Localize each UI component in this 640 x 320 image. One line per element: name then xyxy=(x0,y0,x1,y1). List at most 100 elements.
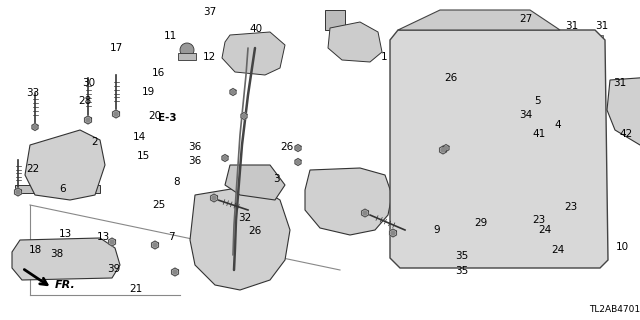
Text: 14: 14 xyxy=(133,132,146,142)
Text: 31: 31 xyxy=(595,20,608,31)
Text: FR.: FR. xyxy=(55,280,76,290)
Text: 12: 12 xyxy=(203,52,216,62)
Polygon shape xyxy=(398,10,560,30)
Bar xyxy=(178,53,196,60)
Text: 11: 11 xyxy=(164,31,177,41)
Circle shape xyxy=(232,91,235,93)
Text: 20: 20 xyxy=(148,111,161,121)
Text: 27: 27 xyxy=(520,13,532,24)
Text: 29: 29 xyxy=(475,218,488,228)
Text: 34: 34 xyxy=(520,110,532,120)
Text: 13: 13 xyxy=(59,228,72,239)
Text: 9: 9 xyxy=(433,225,440,236)
Circle shape xyxy=(243,115,246,117)
Text: 17: 17 xyxy=(110,43,123,53)
Polygon shape xyxy=(190,185,290,290)
Text: 3: 3 xyxy=(273,173,280,184)
Text: 30: 30 xyxy=(82,77,95,88)
Text: 26: 26 xyxy=(280,141,293,152)
Text: 5: 5 xyxy=(534,96,541,106)
Text: 31: 31 xyxy=(565,20,578,31)
Text: 37: 37 xyxy=(204,7,216,17)
Text: 23: 23 xyxy=(532,215,545,225)
Bar xyxy=(395,116,605,148)
Ellipse shape xyxy=(566,41,594,69)
Polygon shape xyxy=(230,89,236,95)
Bar xyxy=(508,35,553,70)
Polygon shape xyxy=(241,113,247,119)
Circle shape xyxy=(86,118,90,122)
Polygon shape xyxy=(12,238,120,280)
Polygon shape xyxy=(225,165,285,200)
Text: 10: 10 xyxy=(616,242,628,252)
Text: E-3: E-3 xyxy=(158,113,177,124)
Text: 1: 1 xyxy=(381,52,387,62)
Ellipse shape xyxy=(218,218,258,262)
Bar xyxy=(15,185,45,193)
Circle shape xyxy=(223,156,227,160)
Bar xyxy=(395,192,605,224)
Text: 40: 40 xyxy=(250,24,262,35)
Text: 36: 36 xyxy=(188,141,201,152)
Text: 19: 19 xyxy=(142,87,155,97)
Polygon shape xyxy=(32,124,38,131)
Text: 26: 26 xyxy=(444,73,457,84)
Circle shape xyxy=(364,211,367,215)
Text: 35: 35 xyxy=(456,266,468,276)
Ellipse shape xyxy=(341,190,359,210)
Ellipse shape xyxy=(46,150,78,186)
Ellipse shape xyxy=(228,228,248,252)
Text: 7: 7 xyxy=(168,232,175,242)
Polygon shape xyxy=(25,130,105,200)
Polygon shape xyxy=(362,209,369,217)
Bar xyxy=(458,35,503,70)
Text: 36: 36 xyxy=(188,156,201,166)
Circle shape xyxy=(441,148,445,152)
Bar xyxy=(558,35,603,70)
Ellipse shape xyxy=(516,41,544,69)
Ellipse shape xyxy=(180,43,194,57)
Circle shape xyxy=(444,147,447,149)
Polygon shape xyxy=(152,241,159,249)
Ellipse shape xyxy=(466,41,494,69)
Polygon shape xyxy=(390,30,608,268)
Text: 13: 13 xyxy=(97,232,110,242)
Text: 2: 2 xyxy=(92,137,98,148)
Circle shape xyxy=(110,240,114,244)
Polygon shape xyxy=(440,146,447,154)
Text: 23: 23 xyxy=(564,202,577,212)
Polygon shape xyxy=(390,229,396,237)
Polygon shape xyxy=(295,158,301,165)
Bar xyxy=(395,154,605,186)
Circle shape xyxy=(296,147,300,149)
Polygon shape xyxy=(295,145,301,151)
Polygon shape xyxy=(328,22,382,62)
Text: 42: 42 xyxy=(620,129,632,139)
Text: 16: 16 xyxy=(152,68,165,78)
Text: 4: 4 xyxy=(555,120,561,130)
Text: 15: 15 xyxy=(137,151,150,161)
Text: 6: 6 xyxy=(59,184,65,194)
Bar xyxy=(395,230,605,262)
Text: 39: 39 xyxy=(108,264,120,274)
Ellipse shape xyxy=(416,41,444,69)
Polygon shape xyxy=(113,110,120,118)
Ellipse shape xyxy=(332,180,368,220)
Text: 32: 32 xyxy=(238,213,251,223)
Polygon shape xyxy=(443,145,449,151)
Bar xyxy=(325,10,345,30)
Circle shape xyxy=(16,190,20,194)
Text: 26: 26 xyxy=(248,226,261,236)
Polygon shape xyxy=(109,238,115,246)
Text: 8: 8 xyxy=(173,177,180,187)
Ellipse shape xyxy=(57,252,73,268)
Polygon shape xyxy=(305,168,392,235)
Circle shape xyxy=(296,160,300,164)
Circle shape xyxy=(114,112,118,116)
Circle shape xyxy=(173,270,177,274)
Polygon shape xyxy=(15,188,22,196)
Circle shape xyxy=(33,125,36,129)
Polygon shape xyxy=(607,75,640,150)
Text: 38: 38 xyxy=(50,249,63,260)
Polygon shape xyxy=(211,194,218,202)
